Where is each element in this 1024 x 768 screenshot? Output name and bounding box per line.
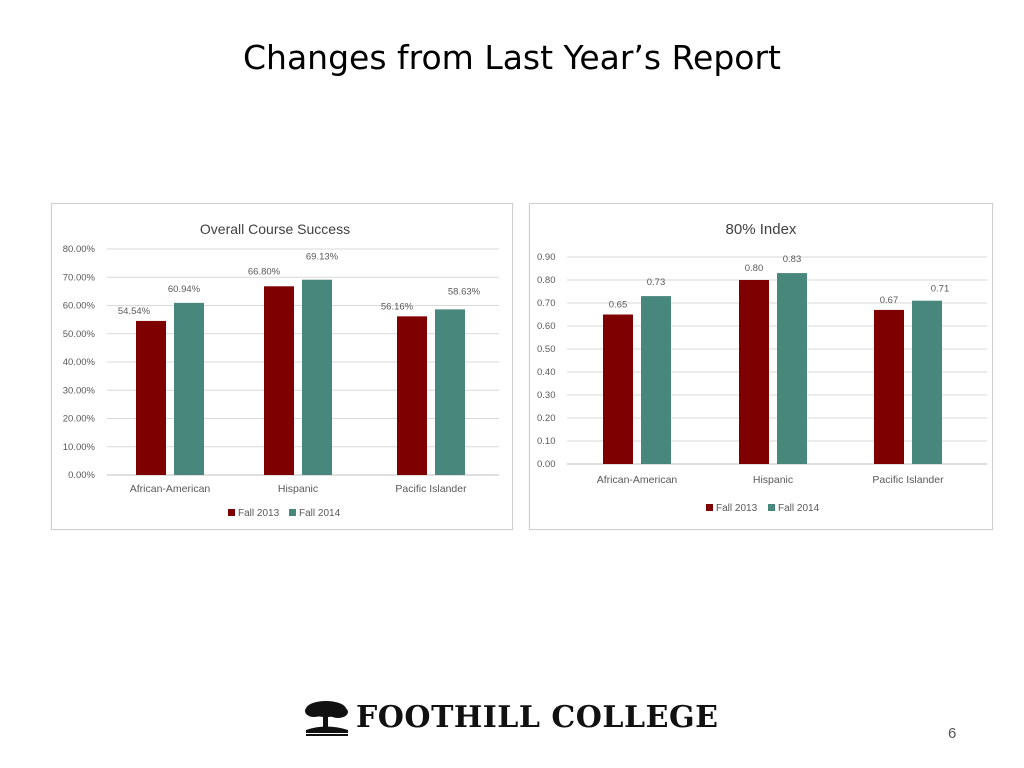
x-category-label: African-American	[130, 483, 211, 495]
data-label: 0.65	[609, 300, 628, 311]
bar-fall-2013-african-american	[136, 320, 166, 475]
y-tick-label: 80.00%	[63, 244, 96, 255]
slide-title: Changes from Last Year’s Report	[243, 38, 781, 77]
legend-label: Fall 2014	[778, 503, 820, 514]
logo-text: FOOTHILL COLLEGE	[356, 700, 719, 735]
chart-title: 80% Index	[726, 221, 797, 238]
chart-title: Overall Course Success	[200, 221, 350, 237]
x-category-label: Hispanic	[278, 483, 318, 495]
page-number: 6	[948, 725, 957, 742]
legend-swatch	[768, 504, 775, 511]
y-tick-label: 70.00%	[63, 272, 96, 283]
y-tick-label: 30.00%	[63, 385, 96, 396]
legend-label: Fall 2014	[299, 508, 341, 519]
data-label: 60.94%	[168, 284, 201, 295]
y-tick-label: 50.00%	[63, 329, 96, 340]
data-label: 0.83	[783, 254, 802, 265]
chart-80-percent-index: 80% Index 0.00 0.10 0.20 0.30 0.40 0.50 0.60 0.7…	[529, 203, 993, 530]
y-tick-label: 0.00%	[68, 470, 95, 481]
bar-fall-2013-hispanic	[739, 280, 769, 464]
bar-fall-2013-pacific-islander	[397, 316, 427, 475]
bar-fall-2014-hispanic	[302, 279, 332, 475]
oak-tree-icon	[305, 701, 348, 736]
data-label: 54.54%	[118, 306, 151, 317]
y-tick-label: 40.00%	[63, 357, 96, 368]
y-tick-label: 0.10	[537, 436, 556, 447]
data-label: 0.67	[880, 295, 899, 306]
chart-svg-course-success: Overall Course Success 0.00% 10.00% 20.00% 3…	[63, 221, 499, 519]
bar-fall-2013-hispanic	[264, 286, 294, 475]
data-label: 58.63%	[448, 286, 481, 297]
x-category-label: Pacific Islander	[395, 483, 467, 495]
legend-swatch	[706, 504, 713, 511]
bar-fall-2013-african-american	[603, 314, 633, 464]
legend-label: Fall 2013	[716, 503, 758, 514]
legend-label: Fall 2013	[238, 508, 280, 519]
y-tick-label: 0.60	[537, 321, 556, 332]
bar-fall-2014-pacific-islander	[912, 300, 942, 464]
chart-svg-80-index: 80% Index 0.00 0.10 0.20 0.30 0.40 0.50 0.60 0.7…	[537, 221, 987, 514]
y-tick-label: 0.30	[537, 390, 556, 401]
x-category-label: Pacific Islander	[872, 474, 944, 486]
x-category-label: African-American	[597, 474, 678, 486]
data-label: 0.73	[647, 277, 666, 288]
y-tick-label: 0.40	[537, 367, 556, 378]
y-tick-label: 0.80	[537, 275, 556, 286]
data-label: 69.13%	[306, 252, 339, 263]
bar-fall-2014-pacific-islander	[435, 309, 465, 475]
y-tick-label: 10.00%	[63, 442, 96, 453]
bar-fall-2014-hispanic	[777, 273, 807, 464]
bar-fall-2014-african-american	[174, 302, 204, 475]
data-label: 0.80	[745, 263, 764, 274]
y-tick-label: 0.20	[537, 413, 556, 424]
x-category-label: Hispanic	[753, 474, 793, 486]
data-label: 66.80%	[248, 266, 281, 277]
bar-fall-2014-african-american	[641, 296, 671, 464]
y-tick-label: 0.90	[537, 252, 556, 263]
y-tick-label: 0.00	[537, 459, 556, 470]
data-label: 0.71	[931, 284, 950, 295]
college-logo: FOOTHILL COLLEGE	[304, 697, 718, 737]
legend-swatch	[289, 509, 296, 516]
y-tick-label: 0.50	[537, 344, 556, 355]
y-tick-label: 20.00%	[63, 414, 96, 425]
y-tick-label: 0.70	[537, 298, 556, 309]
chart-overall-course-success: Overall Course Success 0.00% 10.00% 20.00% 3…	[51, 203, 513, 530]
bar-fall-2013-pacific-islander	[874, 309, 904, 464]
legend-swatch	[228, 509, 235, 516]
y-tick-label: 60.00%	[63, 301, 96, 312]
data-label: 56.16%	[381, 301, 414, 312]
